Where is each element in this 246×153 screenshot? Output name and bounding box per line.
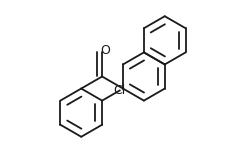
Text: Cl: Cl: [114, 84, 126, 97]
Text: O: O: [100, 44, 110, 57]
